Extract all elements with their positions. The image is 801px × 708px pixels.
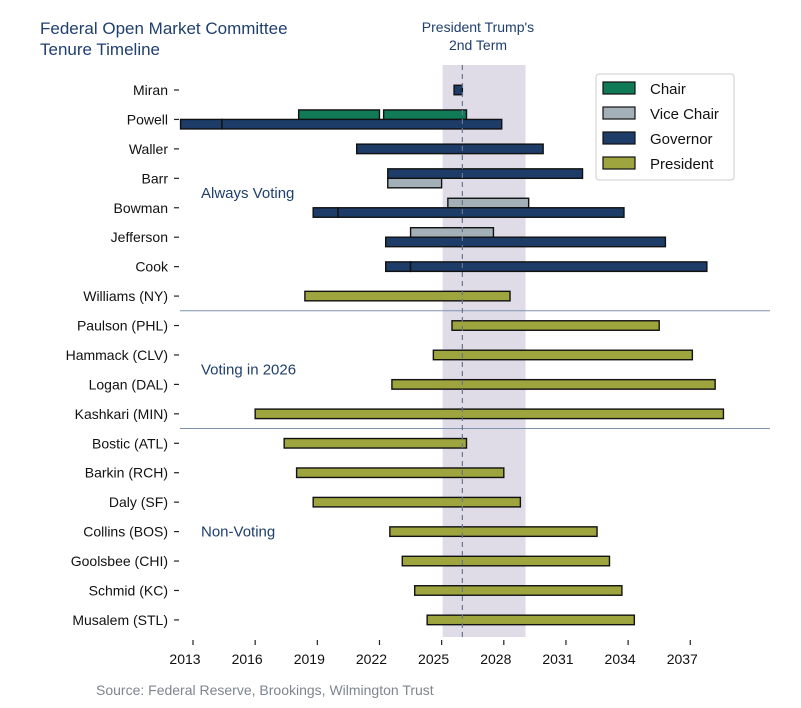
tenure-bar-vice	[409, 226, 495, 238]
x-tick-label: 2019	[294, 651, 325, 667]
tenure-bar-governor	[453, 84, 464, 96]
legend-label-vice: Vice Chair	[650, 106, 719, 123]
tenure-bar-president	[254, 408, 725, 420]
legend-label-president: President	[650, 156, 714, 173]
tenure-bar-president	[451, 320, 660, 331]
member-label: Collins (BOS)	[83, 524, 168, 540]
tenure-bar-governor	[312, 207, 339, 218]
tenure-bar-president	[432, 349, 694, 361]
member-label: Williams (NY)	[83, 288, 168, 304]
member-label: Musalem (STL)	[72, 612, 168, 628]
legend-label-chair: Chair	[650, 81, 686, 98]
x-tick-label: 2037	[667, 651, 698, 667]
tenure-bar-governor	[179, 118, 223, 130]
member-label: Bostic (ATL)	[92, 435, 168, 451]
tenure-bar-president	[389, 526, 598, 538]
legend-swatch-vice	[602, 106, 636, 120]
legend-label-governor: Governor	[650, 131, 713, 148]
legend-swatch-chair	[602, 81, 636, 95]
x-tick-label: 2034	[605, 651, 636, 667]
tenure-bar-governor	[409, 261, 708, 273]
chart-title-line2: Tenure Timeline	[40, 40, 160, 59]
tenure-bar-president	[414, 585, 623, 596]
member-label: Hammack (CLV)	[66, 347, 168, 363]
group-label: Non-Voting	[201, 524, 275, 541]
tenure-bar-president	[426, 614, 636, 626]
member-label: Cook	[135, 259, 169, 275]
x-tick-label: 2022	[356, 651, 387, 667]
tenure-bar-governor	[387, 168, 584, 180]
x-tick-label: 2031	[542, 651, 573, 667]
x-tick-label: 2025	[418, 651, 449, 667]
member-label: Barr	[142, 170, 169, 186]
chart-title-line1: Federal Open Market Committee	[40, 19, 288, 38]
tenure-bar-vice	[447, 197, 530, 209]
member-label: Bowman	[114, 200, 168, 216]
highlight-label-line2: 2nd Term	[449, 37, 507, 53]
tenure-bar-president	[304, 290, 511, 302]
x-tick-label: 2013	[169, 651, 200, 667]
group-label: Voting in 2026	[201, 362, 296, 379]
member-label: Miran	[133, 82, 168, 98]
legend-swatch-president	[602, 156, 636, 170]
member-label: Kashkari (MIN)	[75, 406, 168, 422]
group-label: Always Voting	[201, 185, 294, 202]
member-label: Jefferson	[111, 229, 168, 245]
tenure-bar-chair	[297, 109, 381, 121]
legend-swatch-governor	[602, 131, 636, 145]
tenure-bar-governor	[221, 118, 503, 130]
member-label: Barkin (RCH)	[85, 465, 168, 481]
tenure-bar-president	[283, 437, 468, 449]
legend: Chair Vice Chair Governor President	[595, 73, 735, 181]
tenure-bar-governor	[337, 207, 625, 218]
member-label: Paulson (PHL)	[77, 318, 168, 334]
member-label: Daly (SF)	[109, 494, 168, 510]
highlight-label-line1: President Trump's	[422, 19, 534, 35]
tenure-bar-president	[312, 496, 522, 508]
member-label: Goolsbee (CHI)	[71, 553, 168, 569]
tenure-bar-governor	[384, 236, 667, 248]
tenure-bar-president	[401, 555, 611, 567]
member-label: Logan (DAL)	[89, 376, 168, 392]
member-label: Waller	[129, 141, 168, 157]
member-label: Powell	[127, 111, 168, 127]
tenure-bar-president	[295, 467, 505, 479]
legend-frame	[595, 73, 735, 181]
member-label: Schmid (KC)	[89, 582, 168, 598]
tenure-bar-vice	[387, 177, 443, 189]
tenure-bar-governor	[384, 261, 412, 273]
tenure-bar-governor	[355, 143, 544, 155]
tenure-bar-chair	[382, 109, 468, 121]
x-tick-label: 2016	[232, 651, 263, 667]
source-note: Source: Federal Reserve, Brookings, Wilm…	[96, 682, 434, 698]
tenure-bar-president	[391, 378, 716, 390]
x-tick-label: 2028	[480, 651, 511, 667]
